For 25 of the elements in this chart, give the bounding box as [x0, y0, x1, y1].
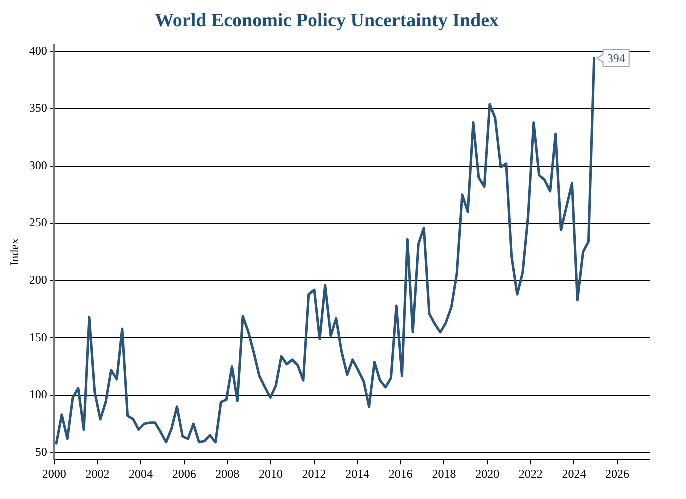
y-tick-label: 400 [29, 44, 48, 58]
y-tick-label: 300 [29, 158, 48, 172]
x-tick-label: 2010 [258, 466, 283, 481]
x-tick-label: 2008 [216, 466, 240, 481]
annotation: 394 [607, 52, 626, 66]
y-tick-label: 100 [29, 388, 48, 402]
x-tick-label: 2026 [606, 466, 630, 481]
y-tick-label: 200 [29, 273, 48, 288]
chart-title: World Economic Policy Uncertainty Index [154, 10, 500, 32]
y-tick-label: 350 [29, 101, 48, 116]
x-tick-label: 2004 [129, 466, 154, 481]
y-axis-title: Index [7, 238, 22, 266]
x-tick-label: 2012 [302, 466, 326, 481]
y-tick-label: 150 [29, 330, 48, 344]
y-tick-label: 250 [29, 216, 48, 230]
x-tick-label: 2016 [388, 466, 413, 481]
x-tick-label: 2024 [562, 466, 586, 481]
x-tick-label: 2018 [432, 466, 456, 481]
x-tick-label: 2020 [476, 466, 500, 481]
x-tick-label: 2002 [86, 466, 110, 481]
x-tick-label: 2006 [172, 466, 196, 481]
y-tick-label: 50 [35, 444, 48, 459]
x-tick-label: 2022 [518, 466, 543, 481]
x-tick-label: 2014 [346, 466, 370, 481]
x-tick-label: 2000 [42, 466, 66, 481]
